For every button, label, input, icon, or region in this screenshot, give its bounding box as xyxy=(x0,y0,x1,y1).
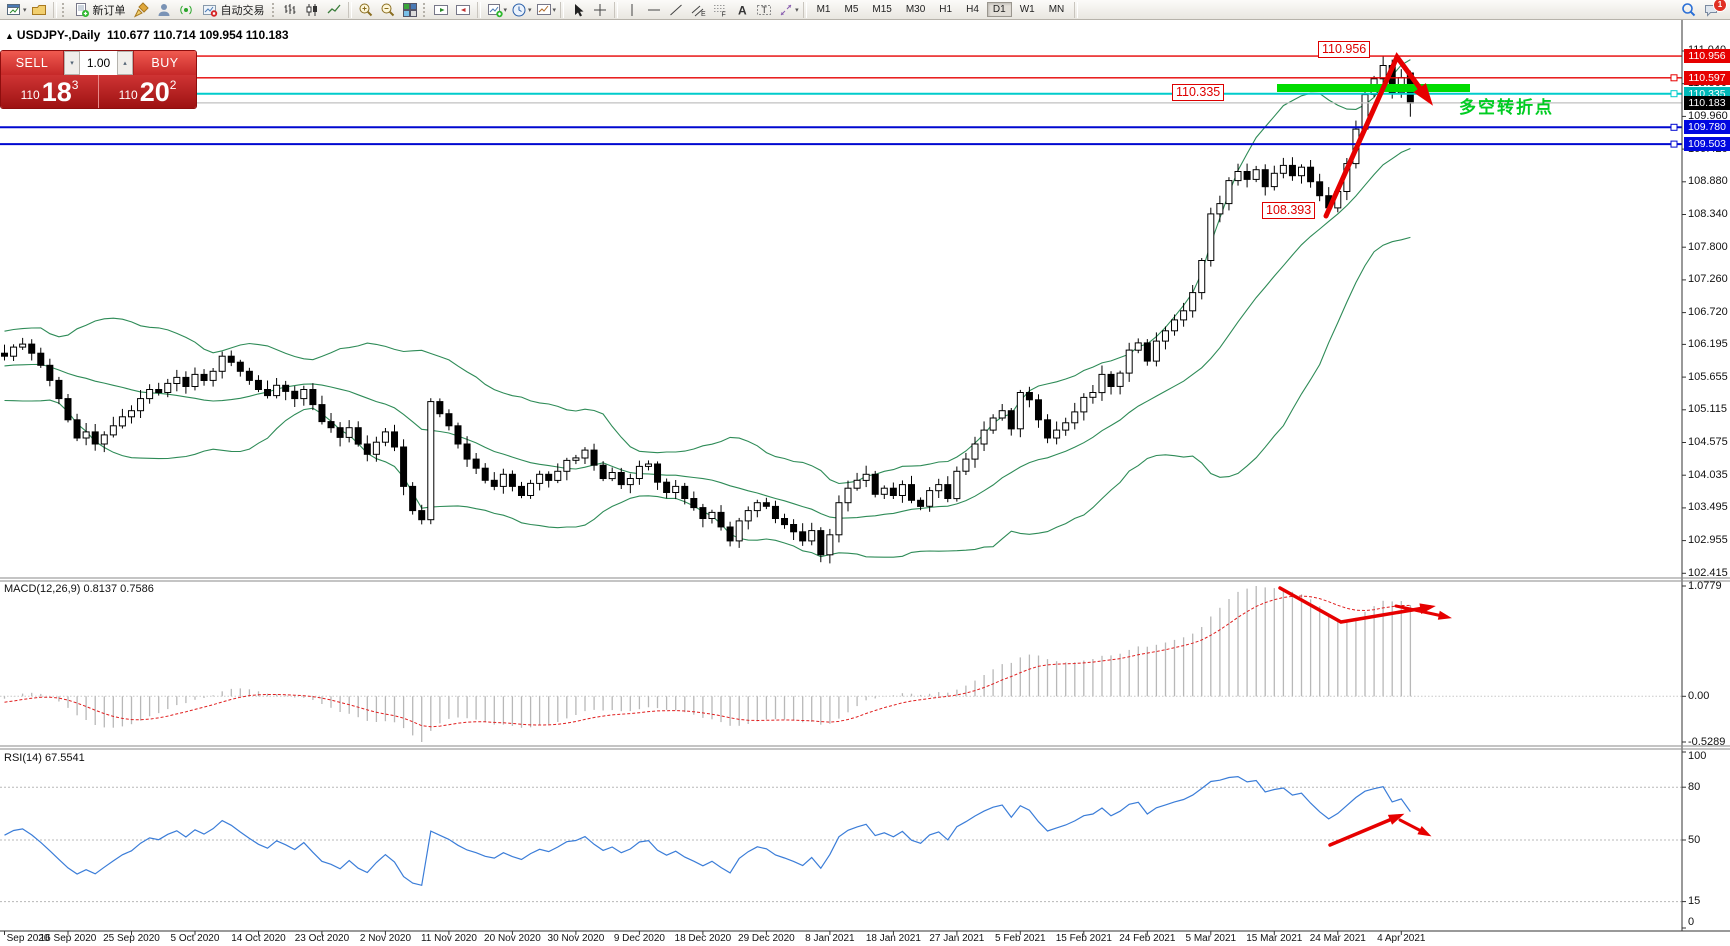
price-annotation-label-high[interactable]: 110.956 xyxy=(1318,41,1371,58)
one-click-trading-panel: SELL ▾ 1.00 ▴ BUY 110 18 3 110 20 2 xyxy=(0,50,197,109)
periods-dropdown-icon[interactable]: ▾ xyxy=(528,6,532,14)
timeframe-h4[interactable]: H4 xyxy=(966,4,979,15)
volume-stepper: ▾ 1.00 ▴ xyxy=(63,51,134,75)
volume-decrease-button[interactable]: ▾ xyxy=(64,51,80,75)
notification-badge: 1 xyxy=(1713,0,1727,12)
buy-price-big: 20 xyxy=(139,77,170,107)
price-annotation-label-pivot[interactable]: 110.335 xyxy=(1172,84,1225,101)
timeframe-d1[interactable]: D1 xyxy=(986,2,1012,17)
shapes-arrows-icon[interactable] xyxy=(776,1,796,19)
symbol-period-label: USDJPY-,Daily xyxy=(16,28,101,42)
timeframe-m1[interactable]: M1 xyxy=(816,4,831,15)
toolbar-separator xyxy=(52,1,57,18)
toolbar-grip xyxy=(271,2,277,17)
new-order-label: 新订单 xyxy=(92,4,126,17)
timeframe-m5[interactable]: M5 xyxy=(844,4,859,15)
svg-text:T: T xyxy=(762,5,768,15)
zoom-in-icon[interactable] xyxy=(356,1,376,19)
notifications-icon[interactable]: 1 xyxy=(1701,0,1727,19)
sell-price-sup: 3 xyxy=(71,78,79,92)
text-icon[interactable]: A xyxy=(732,1,752,19)
buy-price[interactable]: 110 20 2 xyxy=(99,75,196,108)
svg-text:A: A xyxy=(738,3,747,17)
periods-clock-icon[interactable] xyxy=(509,1,529,19)
vertical-line-icon[interactable] xyxy=(622,1,642,19)
sell-price[interactable]: 110 18 3 xyxy=(1,75,98,108)
horizontal-line-icon[interactable] xyxy=(644,1,664,19)
autotrading-button[interactable]: 自动交易 xyxy=(198,1,269,19)
chart-title: ▲ USDJPY-,Daily 110.677 110.714 109.954 1… xyxy=(5,28,289,42)
text-label-icon[interactable]: T xyxy=(754,1,774,19)
trendline-icon[interactable] xyxy=(666,1,686,19)
signals-icon[interactable] xyxy=(176,1,196,19)
channel-icon[interactable]: E xyxy=(688,1,708,19)
community-icon[interactable] xyxy=(154,1,174,19)
auto-scroll-icon[interactable] xyxy=(431,1,451,19)
toolbar-separator xyxy=(614,1,619,18)
buy-price-base: 110 xyxy=(118,88,138,102)
timeframe-m15[interactable]: M15 xyxy=(872,4,892,15)
indicators-icon[interactable] xyxy=(485,1,505,19)
price-divider xyxy=(98,75,99,108)
sell-button[interactable]: SELL xyxy=(1,51,63,75)
line-chart-icon[interactable] xyxy=(324,1,344,19)
templates-icon[interactable] xyxy=(534,1,554,19)
chart-shift-icon[interactable] xyxy=(453,1,473,19)
candlestick-chart-icon[interactable] xyxy=(302,1,322,19)
new-chart-dropdown-icon[interactable]: ▾ xyxy=(23,6,27,14)
new-chart-icon[interactable] xyxy=(4,1,24,19)
toolbar-separator xyxy=(560,1,565,18)
toolbar-grip xyxy=(61,2,67,17)
autotrading-label: 自动交易 xyxy=(220,4,265,17)
zoom-out-icon[interactable] xyxy=(378,1,398,19)
crosshair-icon[interactable] xyxy=(590,1,610,19)
toolbar-separator xyxy=(347,1,352,18)
buy-price-sup: 2 xyxy=(169,78,177,92)
volume-value[interactable]: 1.00 xyxy=(86,56,111,70)
turning-point-annotation[interactable]: 多空转折点 xyxy=(1459,98,1554,117)
timeframe-mn[interactable]: MN xyxy=(1048,4,1065,15)
bars-chart-icon[interactable] xyxy=(280,1,300,19)
timeframe-h1[interactable]: H1 xyxy=(939,4,953,15)
ohlc-values: 110.677 110.714 109.954 110.183 xyxy=(106,28,289,42)
price-annotation-label-low[interactable]: 108.393 xyxy=(1262,202,1316,219)
svg-text:F: F xyxy=(722,11,726,18)
buy-button[interactable]: BUY xyxy=(134,51,196,75)
new-order-button[interactable]: 新订单 xyxy=(70,1,130,19)
timeframe-w1[interactable]: W1 xyxy=(1019,4,1035,15)
fibonacci-icon[interactable]: F xyxy=(710,1,730,19)
toolbar-grip xyxy=(422,2,428,17)
cursor-icon[interactable] xyxy=(568,1,588,19)
toolbar-separator xyxy=(1074,1,1079,18)
indicators-dropdown-icon[interactable]: ▾ xyxy=(503,6,508,14)
search-icon[interactable] xyxy=(1679,1,1699,19)
sell-price-base: 110 xyxy=(20,88,40,102)
cleanup-broom-icon[interactable] xyxy=(132,1,152,19)
collapse-arrow-icon[interactable]: ▲ xyxy=(5,31,14,41)
toolbar-separator xyxy=(476,1,481,18)
toolbar: ▾ 新订单 自动交易 ▾ ▾ ▾ xyxy=(0,0,1730,20)
sell-price-big: 18 xyxy=(41,77,72,107)
templates-dropdown-icon[interactable]: ▾ xyxy=(552,6,557,14)
tile-windows-icon[interactable] xyxy=(400,1,420,19)
macd-indicator-label: MACD(12,26,9) 0.8137 0.7586 xyxy=(4,583,154,595)
profiles-icon[interactable] xyxy=(29,1,49,19)
rsi-indicator-label: RSI(14) 67.5541 xyxy=(4,752,85,764)
toolbar-separator xyxy=(802,1,807,18)
volume-increase-button[interactable]: ▴ xyxy=(117,51,133,75)
svg-text:E: E xyxy=(701,11,706,18)
timeframe-m30[interactable]: M30 xyxy=(905,4,926,15)
shapes-dropdown-icon[interactable]: ▾ xyxy=(795,6,799,14)
